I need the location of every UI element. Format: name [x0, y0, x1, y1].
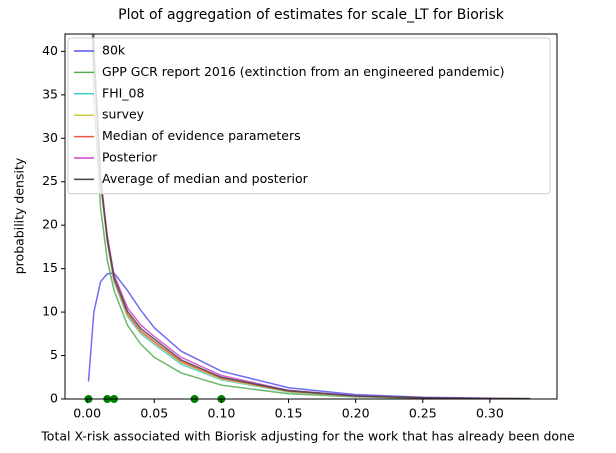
y-tick-label: 40	[42, 43, 58, 58]
x-tick-label: 0.05	[140, 406, 168, 421]
plot-area	[87, 34, 531, 399]
x-tick-label: 0.15	[275, 406, 303, 421]
legend-label: Posterior	[102, 150, 158, 165]
legend-label: 80k	[102, 43, 126, 58]
x-tick-label: 0.00	[73, 406, 101, 421]
x-tick-label: 0.20	[342, 406, 370, 421]
legend-label: FHI_08	[102, 85, 144, 100]
x-tick-label: 0.25	[409, 406, 437, 421]
y-tick-label: 5	[50, 347, 58, 362]
x-tick-label: 0.10	[207, 406, 235, 421]
x-axis-label: Total X-risk associated with Biorisk adj…	[40, 429, 575, 444]
y-tick-label: 15	[42, 260, 58, 275]
y-tick-label: 20	[42, 217, 58, 232]
legend-label: GPP GCR report 2016 (extinction from an …	[102, 64, 505, 79]
y-tick-label: 25	[42, 173, 58, 188]
x-tick-label: 0.30	[476, 406, 504, 421]
y-tick-label: 35	[42, 86, 58, 101]
y-axis-label: probability density	[12, 157, 27, 274]
legend-label: Average of median and posterior	[102, 171, 309, 186]
line	[92, 34, 531, 399]
y-tick-label: 30	[42, 130, 58, 145]
line	[87, 272, 531, 399]
legend-label: Median of evidence parameters	[102, 128, 301, 143]
y-tick-label: 10	[42, 304, 58, 319]
y-tick-label: 0	[50, 391, 58, 406]
chart-title: Plot of aggregation of estimates for sca…	[118, 7, 505, 23]
legend-box	[67, 37, 551, 195]
axes-frame	[64, 33, 558, 400]
legend-label: survey	[102, 107, 145, 122]
